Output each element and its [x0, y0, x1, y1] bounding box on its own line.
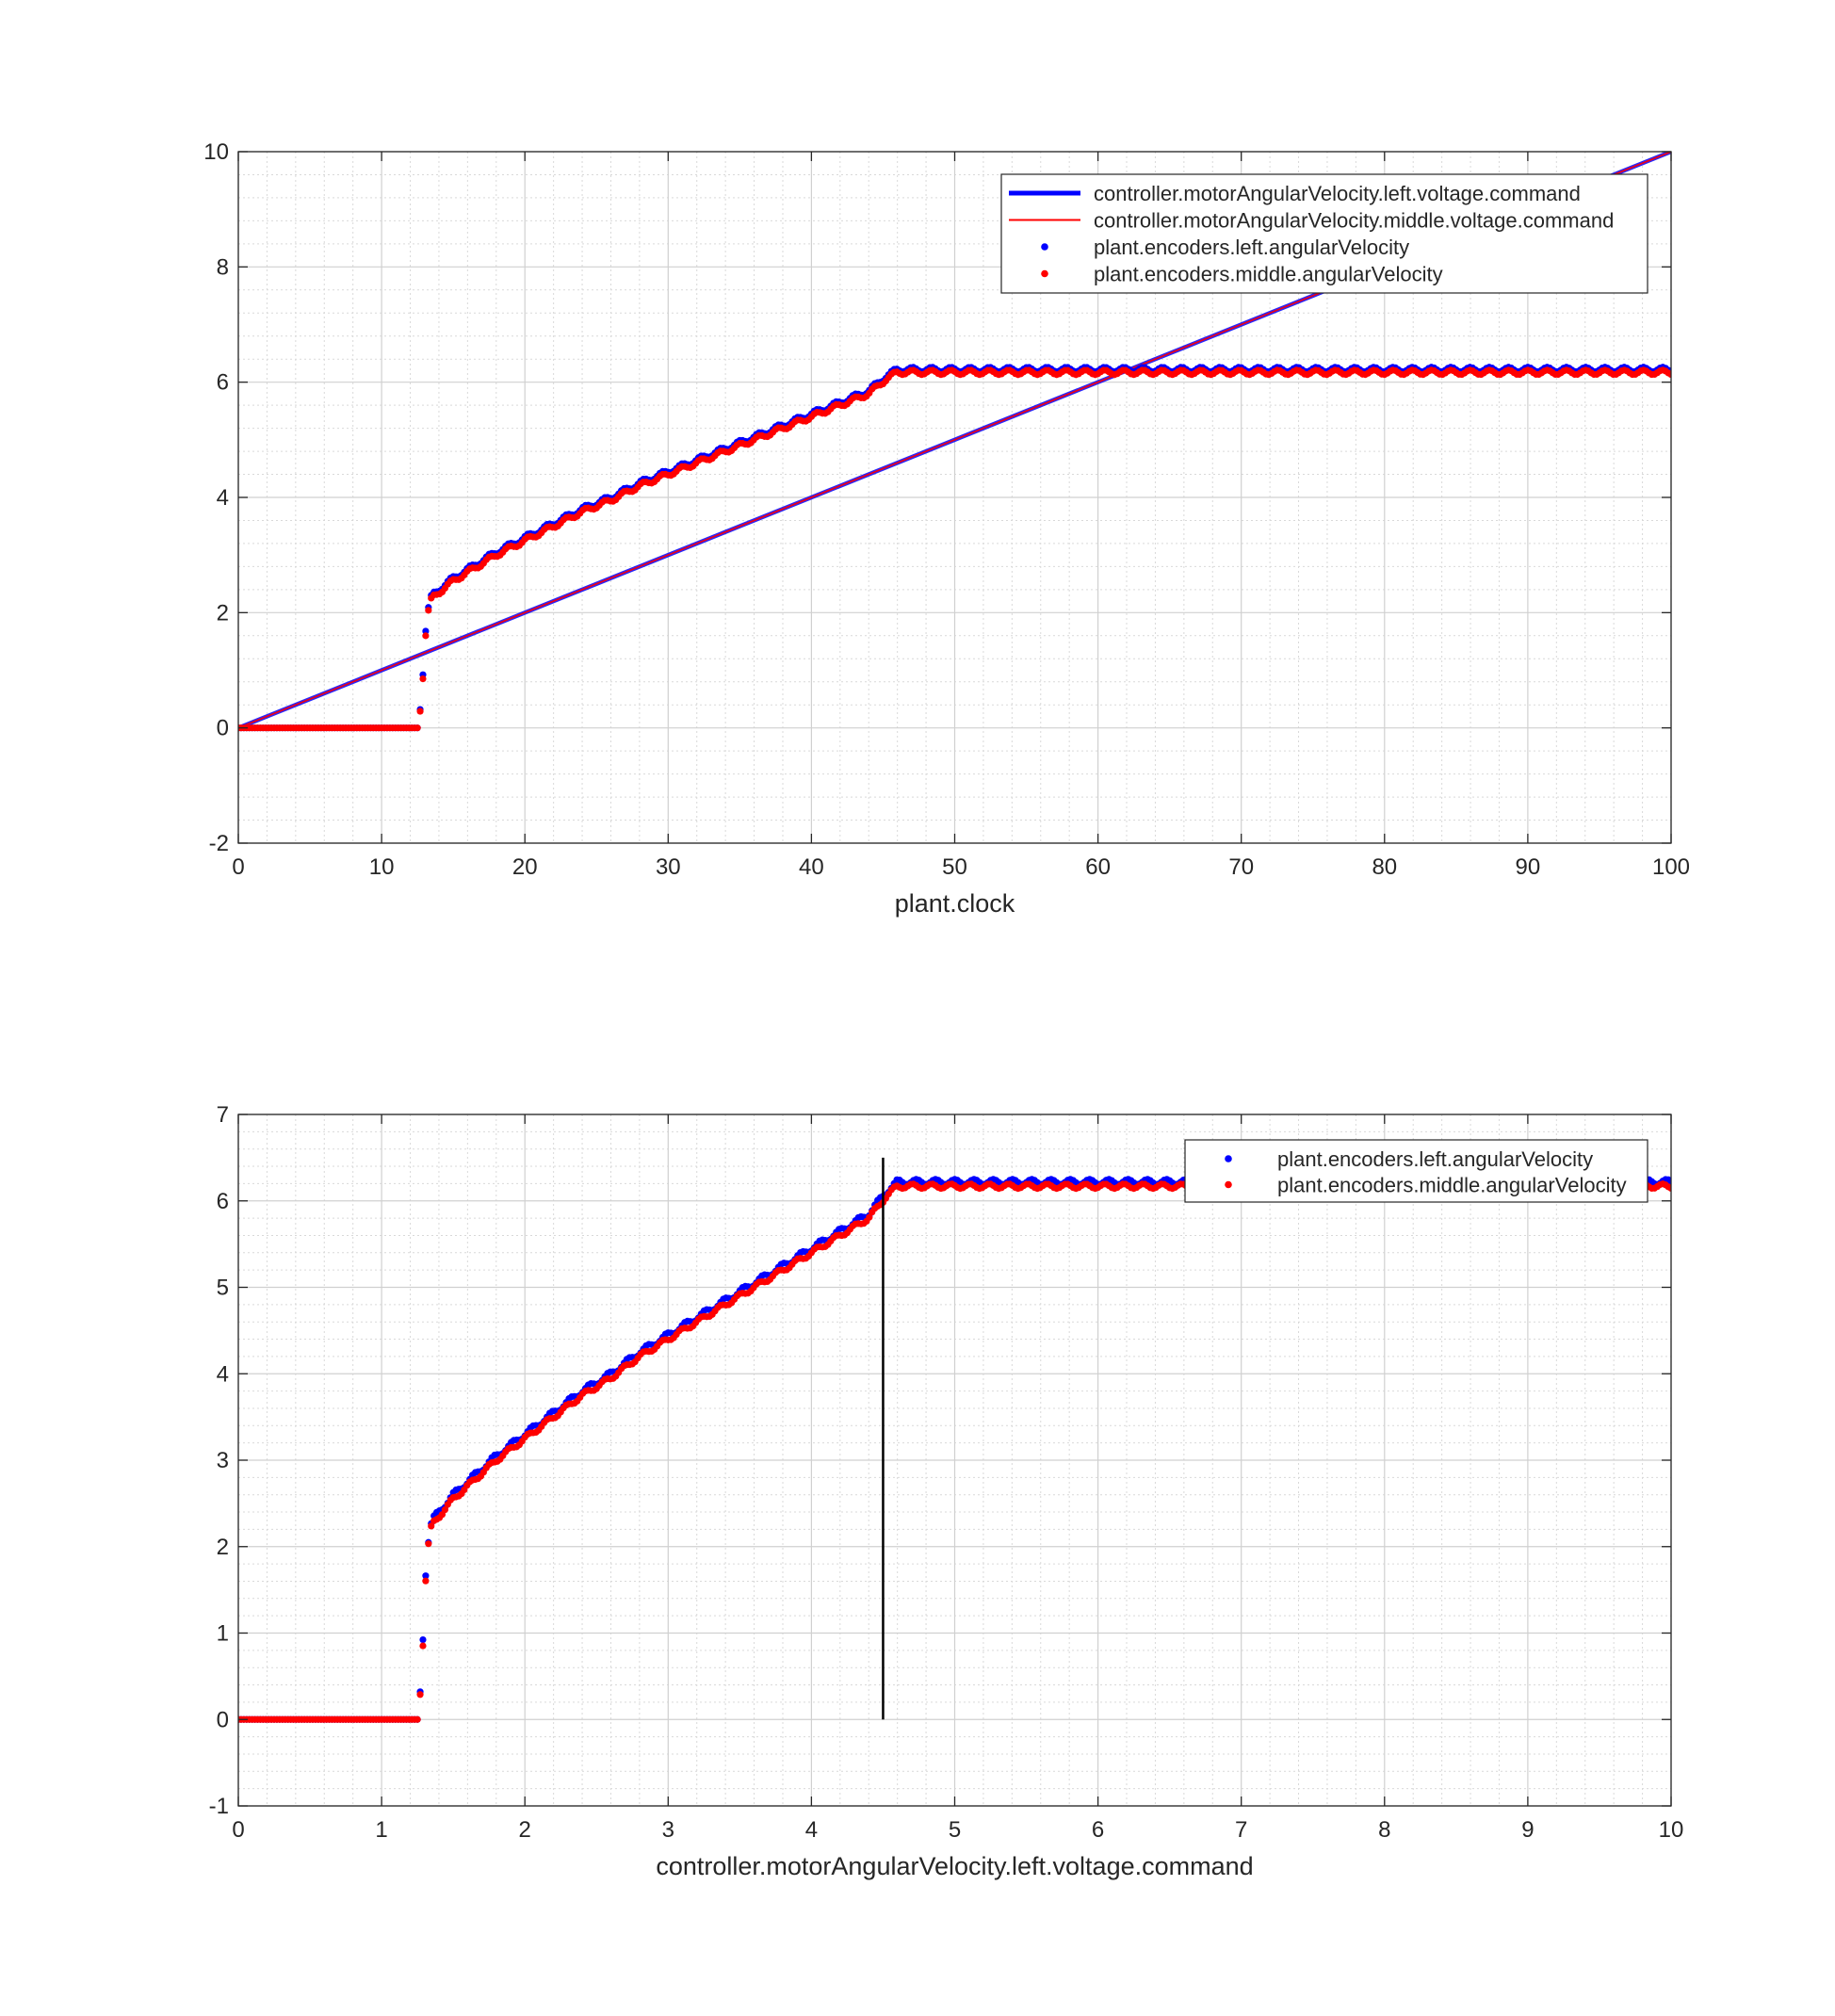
x-tick-label: 40 [799, 854, 824, 880]
legend-box [1184, 1139, 1648, 1203]
x-tick-label: 2 [519, 1817, 531, 1843]
legend-label: plant.encoders.left.angularVelocity [1277, 1147, 1593, 1171]
x-axis-label: controller.motorAngularVelocity.left.vol… [656, 1852, 1253, 1880]
y-tick-label: 4 [217, 1361, 229, 1387]
x-tick-label: 60 [1085, 854, 1111, 880]
y-tick-label: 6 [217, 1189, 229, 1214]
x-tick-label: 0 [232, 1817, 244, 1843]
x-tick-label: 5 [949, 1817, 961, 1843]
series-4 [238, 366, 1671, 732]
legend-marker-swatch [1225, 1180, 1232, 1189]
data-point [866, 1213, 873, 1221]
legend-marker-swatch [1041, 269, 1048, 278]
data-point [416, 707, 424, 715]
chart-1: 0 10 20 30 40 50 60 70 80 90 100-20246810plant.clo… [203, 139, 1690, 918]
y-tick-label: 6 [217, 370, 229, 396]
data-point [414, 724, 421, 732]
y-tick-label: 10 [203, 139, 229, 165]
y-tick-label: 7 [217, 1102, 229, 1128]
data-point [425, 1540, 432, 1548]
legend-label: plant.encoders.middle.angularVelocity [1277, 1174, 1627, 1197]
legend-marker-swatch [1225, 1155, 1232, 1162]
x-tick-label: 70 [1228, 854, 1254, 880]
y-tick-label: 0 [217, 716, 229, 741]
y-tick-label: -2 [209, 831, 229, 856]
data-point [419, 675, 427, 683]
y-tick-label: 0 [217, 1707, 229, 1732]
x-tick-label: 100 [1652, 854, 1690, 880]
x-tick-label: 90 [1516, 854, 1541, 880]
x-tick-label: 80 [1372, 854, 1397, 880]
y-tick-label: -1 [209, 1794, 229, 1819]
y-tick-label: 2 [217, 1535, 229, 1560]
data-point [414, 1715, 421, 1723]
data-layer [238, 152, 1671, 732]
legend: controller.motorAngularVelocity.left.vol… [1000, 173, 1648, 294]
legend-label: controller.motorAngularVelocity.left.vol… [1094, 182, 1581, 205]
x-tick-label: 6 [1092, 1817, 1104, 1843]
legend: plant.encoders.left.angularVelocity plant… [1184, 1139, 1648, 1203]
data-point [422, 1572, 430, 1580]
x-tick-label: 0 [232, 854, 244, 880]
data-point [422, 1577, 430, 1585]
legend-label: controller.motorAngularVelocity.middle.v… [1094, 209, 1614, 233]
x-axis-label: plant.clock [895, 889, 1015, 918]
data-point [419, 1642, 427, 1650]
x-tick-label: 3 [662, 1817, 674, 1843]
x-tick-label: 20 [512, 854, 538, 880]
legend-marker-swatch [1041, 243, 1048, 251]
x-tick-label: 10 [369, 854, 395, 880]
data-point [416, 1691, 424, 1699]
x-tick-label: 7 [1235, 1817, 1247, 1843]
y-tick-label: 5 [217, 1276, 229, 1301]
x-tick-label: 10 [1659, 1817, 1684, 1843]
x-tick-label: 8 [1378, 1817, 1390, 1843]
y-tick-label: 1 [217, 1621, 229, 1647]
y-tick-label: 2 [217, 600, 229, 626]
x-tick-label: 30 [656, 854, 681, 880]
y-tick-label: 3 [217, 1448, 229, 1473]
data-point [419, 1635, 427, 1644]
x-tick-label: 4 [805, 1817, 818, 1843]
data-point [422, 632, 430, 640]
x-tick-label: 1 [375, 1817, 387, 1843]
data-point [1667, 370, 1671, 379]
data-point [441, 1506, 448, 1514]
data-point [428, 1522, 435, 1530]
chart-2: 0 1 2 3 4 5 6 7 8 9 10-101234567controller.motorAn… [209, 1102, 1684, 1880]
y-tick-label: 4 [217, 485, 229, 511]
data-point [425, 607, 432, 614]
y-tick-label: 8 [217, 254, 229, 280]
legend-label: plant.encoders.middle.angularVelocity [1094, 263, 1443, 286]
legend-label: plant.encoders.left.angularVelocity [1094, 236, 1409, 259]
legend-box [1000, 173, 1648, 294]
data-point [422, 627, 430, 635]
x-tick-label: 9 [1521, 1817, 1534, 1843]
data-point [1667, 1184, 1671, 1193]
x-tick-label: 50 [942, 854, 967, 880]
